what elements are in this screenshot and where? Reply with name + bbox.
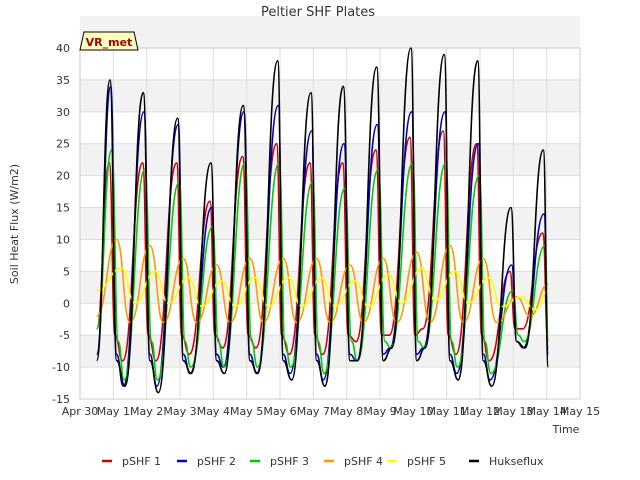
series-line-hukseflux [95,47,550,394]
legend-label: pSHF 1 [122,455,161,468]
series-line-pshf-3 [95,149,550,381]
y-tick-label: -5 [59,329,70,342]
background-band [80,79,580,112]
x-tick-label: May 1 [97,405,130,418]
chart-title: Peltier SHF Plates [261,5,375,20]
y-tick-label: 20 [56,170,70,183]
y-tick-label: 35 [56,74,70,87]
station-badge: VR_met [79,31,139,51]
x-tick-label: May 8 [330,405,363,418]
series-line-pshf-5 [96,267,549,311]
x-tick-label: May 12 [460,405,500,418]
badge-label: VR_met [86,36,133,49]
x-tick-label: May 10 [393,405,433,418]
x-tick-label: May 3 [163,405,196,418]
y-tick-label: 0 [63,297,70,310]
badge-background [79,31,139,51]
y-tick-label: -15 [52,393,70,406]
background-band [80,143,580,176]
y-tick-label: 25 [56,138,70,151]
y-tick-label: 10 [56,233,70,246]
legend-label: Hukseflux [489,455,544,468]
y-tick-label: 15 [56,202,70,215]
plot-area-frame [79,47,581,400]
x-tick-label: May 11 [427,405,467,418]
legend-label: pSHF 2 [197,455,236,468]
x-tick-label: May 2 [130,405,163,418]
x-tick-label: May 14 [527,405,567,418]
x-tick-label: May 7 [297,405,330,418]
x-axis-label: Time [552,423,580,436]
y-tick-label: 5 [63,265,70,278]
x-tick-label: May 9 [363,405,396,418]
y-axis-label: Soil Heat Flux (W/m2) [8,164,21,284]
background-band [80,207,580,240]
x-tick-label: May 15 [560,405,600,418]
y-axis-ticks: -15 -10 -5 0 5 10 15 20 25 30 35 40 [52,42,70,406]
x-tick-label: Apr 30 [62,405,99,418]
series-lines [95,47,550,394]
y-tick-label: 40 [56,42,70,55]
x-tick-label: May 4 [197,405,230,418]
legend-label: pSHF 4 [344,455,383,468]
x-tick-label: May 5 [230,405,263,418]
x-tick-label: May 6 [263,405,296,418]
legend-label: pSHF 3 [270,455,309,468]
legend-label: pSHF 5 [407,455,446,468]
y-tick-label: 30 [56,106,70,119]
legend: pSHF 1 pSHF 2 pSHF 3 pSHF 4 pSHF 5 Hukseflux [102,455,544,468]
background-band [80,16,580,48]
background-bands [80,16,580,368]
y-tick-label: -10 [52,361,70,374]
x-tick-label: May 13 [493,405,533,418]
